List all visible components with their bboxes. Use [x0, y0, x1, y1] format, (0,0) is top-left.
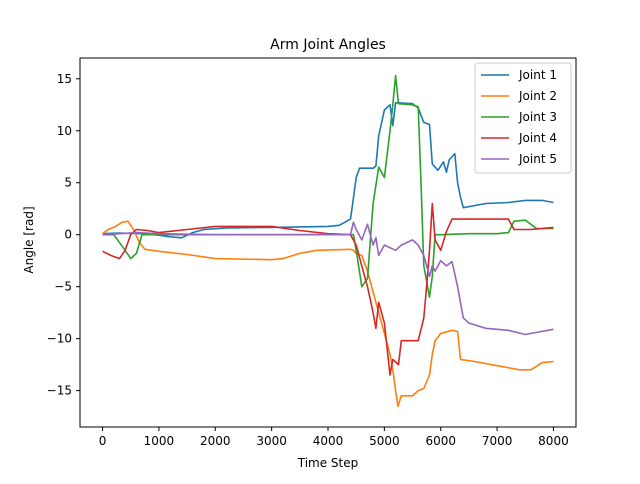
- x-tick-label: 4000: [313, 434, 344, 448]
- y-axis-label: Angle [rad]: [22, 206, 36, 273]
- series-layer: [102, 74, 554, 407]
- y-tick-label: 15: [57, 72, 72, 86]
- series-line-joint-2: [102, 220, 554, 407]
- legend-label: Joint 4: [518, 131, 557, 145]
- x-tick-label: 8000: [538, 434, 569, 448]
- legend: Joint 1 Joint 2 Joint 3 Joint 4 Joint 5: [474, 62, 572, 174]
- x-tick-label: 6000: [425, 434, 456, 448]
- y-tick-label: 5: [64, 176, 72, 190]
- x-tick-label: 5000: [369, 434, 400, 448]
- y-tick-label: −10: [47, 332, 72, 346]
- legend-label: Joint 1: [518, 68, 557, 82]
- legend-label: Joint 5: [518, 152, 557, 166]
- legend-label: Joint 3: [518, 110, 557, 124]
- chart-title: Arm Joint Angles: [270, 37, 386, 53]
- y-tick-label: −5: [54, 280, 72, 294]
- series-line-joint-3: [102, 74, 554, 298]
- legend-label: Joint 2: [518, 89, 557, 103]
- legend-box: [474, 62, 572, 174]
- plot-area-frame: [79, 57, 577, 428]
- y-tick-label: 0: [64, 228, 72, 242]
- x-tick-label: 2000: [200, 434, 231, 448]
- y-tick-label: 10: [57, 124, 72, 138]
- series-line-joint-4: [102, 202, 554, 376]
- series-line-joint-5: [102, 221, 554, 336]
- x-tick-label: 3000: [256, 434, 287, 448]
- x-tick-label: 0: [99, 434, 107, 448]
- axes-ticks: 0 1000 2000 3000 4000 5000 6000 7000 8000 −15 −10 −…: [47, 72, 569, 448]
- x-tick-label: 7000: [482, 434, 513, 448]
- x-axis-label: Time Step: [297, 456, 359, 470]
- y-tick-label: −15: [47, 384, 72, 398]
- x-tick-label: 1000: [144, 434, 175, 448]
